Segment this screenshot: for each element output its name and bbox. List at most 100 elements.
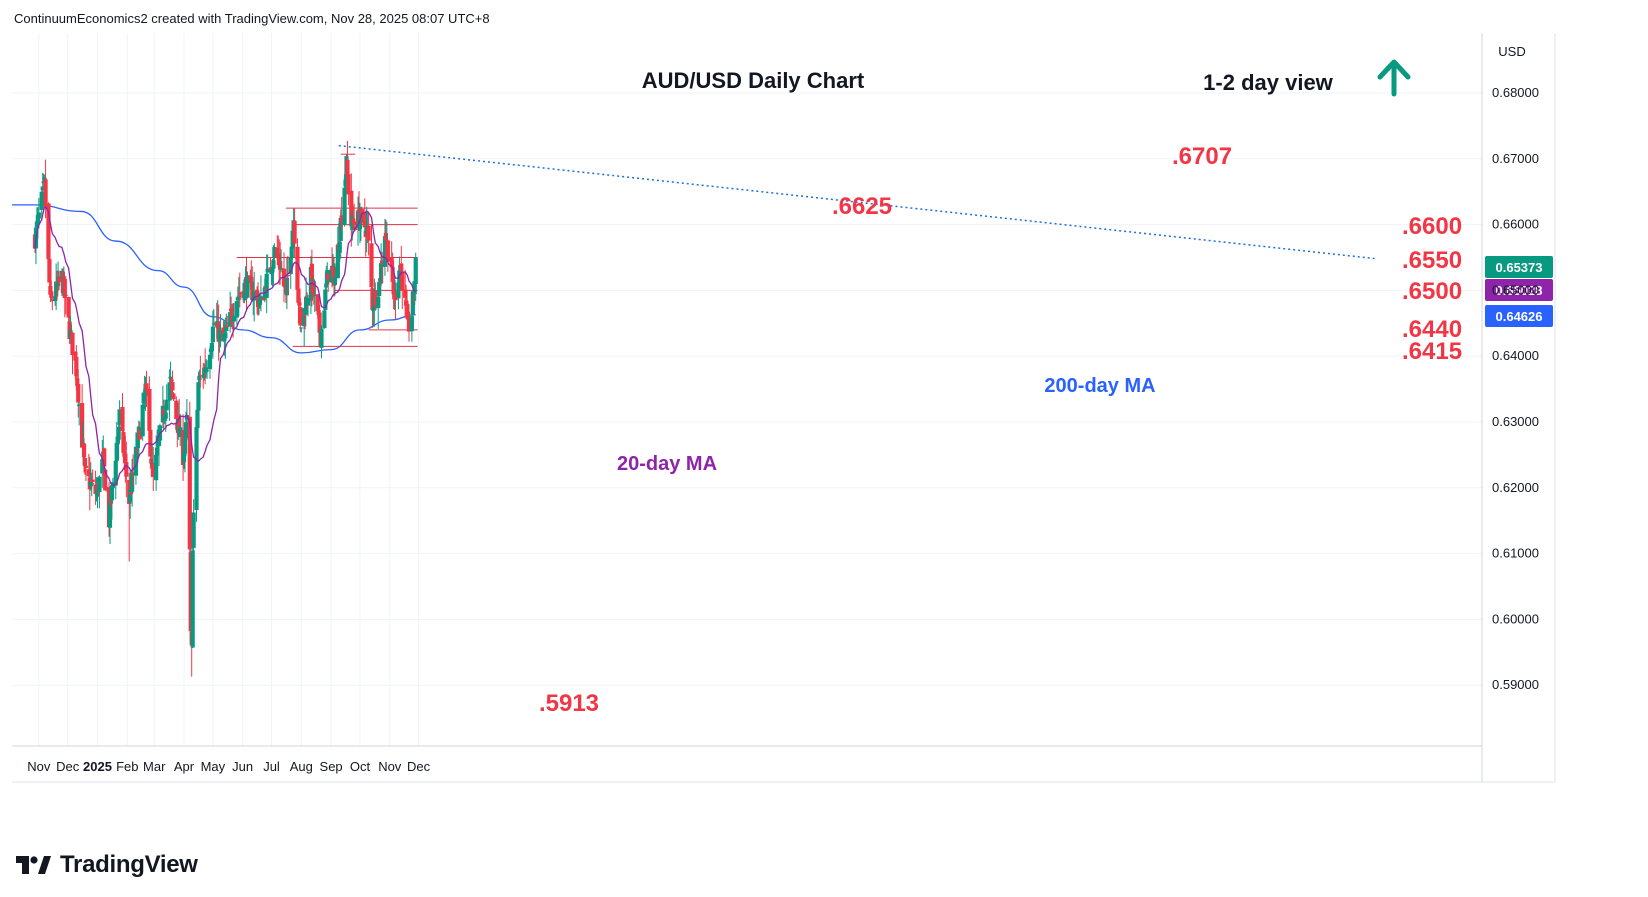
candle-body <box>46 203 51 260</box>
view-label: 1-2 day view <box>1203 70 1334 95</box>
price-badge-label: 0.65373 <box>1496 260 1543 275</box>
candle-body <box>322 310 327 329</box>
candle-body <box>121 431 126 453</box>
candle-body <box>404 307 410 311</box>
candle-body <box>174 400 179 420</box>
candle-body <box>279 268 284 270</box>
candle-body <box>154 454 159 481</box>
candle-body <box>198 375 203 377</box>
candle-body <box>204 370 210 372</box>
candle-body <box>234 300 239 318</box>
candle-body <box>197 375 202 380</box>
candle-body <box>130 472 135 492</box>
price-badge-box <box>1485 256 1553 278</box>
candle-body <box>261 296 266 301</box>
ma20-label: 20-day MA <box>617 453 717 475</box>
x-tick-label: Mar <box>143 759 166 774</box>
candle-body <box>390 266 395 282</box>
candle-body <box>309 263 314 292</box>
candle-body <box>148 429 153 457</box>
candle-body <box>225 325 230 328</box>
x-tick-label: Aug <box>290 759 313 774</box>
x-tick-label: Feb <box>116 759 138 774</box>
candle-body <box>339 215 344 223</box>
candle-body <box>70 332 75 356</box>
candle-body <box>366 225 371 241</box>
candle-body <box>40 186 45 191</box>
price-badge-box <box>1485 279 1553 301</box>
tradingview-brand: TradingView <box>60 851 198 878</box>
candle-body <box>229 308 234 312</box>
tradingview-logo[interactable]: TradingView <box>14 851 198 879</box>
candle-body <box>104 486 109 489</box>
candle-body <box>81 443 87 458</box>
candle-body <box>178 427 183 438</box>
candle-body <box>413 257 418 284</box>
ma20-path <box>34 206 416 487</box>
candle-body <box>296 288 301 303</box>
level-label: .6600 <box>1402 213 1462 240</box>
candle-body <box>271 260 276 269</box>
candle-body <box>97 476 102 492</box>
low-label: .5913 <box>539 690 599 717</box>
candle-body <box>369 243 374 288</box>
y-tick-label: 0.61000 <box>1492 546 1539 561</box>
y-tick-label: 0.67000 <box>1492 151 1539 166</box>
y-tick-label: 0.60000 <box>1492 611 1539 626</box>
candle-body <box>103 469 108 491</box>
candle-body <box>376 297 381 309</box>
candle-body <box>403 289 408 298</box>
candle-body <box>412 281 417 294</box>
level-label: .6440 <box>1402 316 1462 343</box>
candle-body <box>49 291 54 298</box>
level-label: .6415 <box>1402 338 1462 365</box>
candle-body <box>249 276 254 284</box>
candle-body <box>351 218 356 223</box>
x-tick-label: Dec <box>407 759 431 774</box>
candle-body <box>254 289 260 296</box>
candle-body <box>73 351 78 361</box>
candle-body <box>90 479 95 482</box>
candle-body <box>345 159 350 176</box>
x-tick-label: May <box>201 759 226 774</box>
candle-body <box>211 323 216 325</box>
candle-body <box>163 412 168 419</box>
candle-body <box>102 448 107 467</box>
candle-body <box>302 308 307 327</box>
candle-body <box>169 379 174 382</box>
candle-body <box>319 328 324 348</box>
candle-body <box>297 302 302 306</box>
candle-body <box>187 416 192 550</box>
x-tick-label: Nov <box>27 759 51 774</box>
ma200-line <box>12 204 416 354</box>
candle-body <box>332 276 338 285</box>
candle-body <box>357 219 363 230</box>
candle-body <box>190 550 195 648</box>
candle-body <box>400 271 405 291</box>
candle-body <box>120 407 125 432</box>
candle-body <box>335 244 340 279</box>
candle-body <box>270 266 275 273</box>
candle-body <box>116 426 121 440</box>
candle-body <box>204 367 209 372</box>
candle-body <box>164 399 169 411</box>
candle-body <box>207 354 213 370</box>
ma20-line <box>34 206 416 487</box>
candle-body <box>346 174 351 195</box>
candle-body <box>183 422 189 438</box>
candle-body <box>133 446 139 476</box>
candle-body <box>292 220 297 244</box>
candle-body <box>107 500 113 528</box>
candle-body <box>48 286 53 295</box>
candle-body <box>194 427 199 510</box>
candle-body <box>167 382 172 401</box>
candle-body <box>210 326 215 343</box>
candle-body <box>149 458 154 464</box>
candle-body <box>108 501 114 504</box>
candle-body <box>202 367 207 379</box>
candle-body <box>117 409 122 425</box>
candle-body <box>295 246 300 290</box>
candle-body <box>89 483 94 485</box>
chart-attribution: ContinuumEconomics2 created with Trading… <box>14 11 490 26</box>
